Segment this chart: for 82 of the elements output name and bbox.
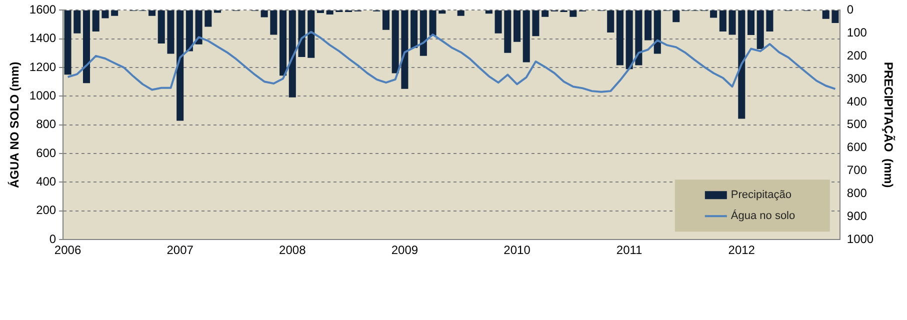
bar xyxy=(316,10,324,13)
bar xyxy=(672,10,680,22)
legend-label: Precipitação xyxy=(730,189,792,202)
y-tick-label: 1000 xyxy=(29,88,56,103)
x-tick-label: 2010 xyxy=(504,243,531,258)
y2-tick-label: 800 xyxy=(846,186,868,200)
bar xyxy=(158,10,165,44)
bar xyxy=(522,10,530,62)
bar xyxy=(504,10,512,53)
bar xyxy=(326,10,334,15)
bar xyxy=(308,10,315,58)
bar xyxy=(111,10,118,16)
bar xyxy=(747,10,755,35)
bar xyxy=(514,10,521,42)
y-tick-label: 1400 xyxy=(29,31,56,46)
bar xyxy=(429,10,436,36)
y-tick-label: 400 xyxy=(36,174,56,189)
x-tick-label: 2012 xyxy=(728,243,756,258)
y2-axis-title: PRECIPITAÇÃO (mm) xyxy=(881,62,896,188)
bar xyxy=(738,10,746,119)
bar xyxy=(167,10,174,54)
bar xyxy=(270,10,278,35)
bar xyxy=(756,10,764,49)
x-tick-label: 2011 xyxy=(616,243,643,258)
bar xyxy=(719,10,726,32)
bar xyxy=(654,10,661,54)
y2-tick-label: 600 xyxy=(846,140,868,154)
bar xyxy=(420,10,427,56)
x-tick-label: 2009 xyxy=(391,243,418,258)
bar xyxy=(92,10,100,32)
y-tick-label: 600 xyxy=(36,146,56,160)
bar xyxy=(832,10,839,24)
y-tick-label: 1600 xyxy=(29,2,56,17)
y2-tick-label: 700 xyxy=(846,163,868,178)
y-tick-label: 1200 xyxy=(29,60,56,74)
y-axis-title: ÁGUA NO SOLO (mm) xyxy=(8,62,22,188)
bar xyxy=(616,10,624,66)
bar xyxy=(74,10,81,34)
bar xyxy=(401,10,408,89)
y2-tick-label: 500 xyxy=(846,117,868,132)
bar xyxy=(532,10,540,36)
bar xyxy=(542,10,549,17)
y-tick-label: 200 xyxy=(36,203,56,218)
x-tick-label: 2007 xyxy=(166,243,194,258)
bar xyxy=(280,10,287,76)
y2-tick-label: 400 xyxy=(846,94,868,108)
bar xyxy=(607,10,614,32)
bar xyxy=(64,10,72,75)
y2-tick-label: 100 xyxy=(846,25,868,40)
bar xyxy=(148,10,156,16)
y-tick-label: 800 xyxy=(36,117,56,132)
bar xyxy=(635,10,642,66)
bar xyxy=(570,10,577,17)
bar xyxy=(176,10,184,121)
bar xyxy=(410,10,418,48)
bar xyxy=(822,10,830,19)
bar xyxy=(288,10,296,98)
bar xyxy=(260,10,268,18)
x-tick-label: 2008 xyxy=(279,243,306,258)
bar xyxy=(766,10,774,32)
y2-tick-label: 300 xyxy=(846,71,868,86)
bar xyxy=(710,10,718,18)
bar xyxy=(298,10,306,57)
y2-tick-label: 900 xyxy=(846,208,868,223)
y2-tick-label: 200 xyxy=(846,48,868,62)
x-tick-label: 2006 xyxy=(54,243,82,258)
bar xyxy=(626,10,633,70)
bar xyxy=(494,10,502,34)
bar xyxy=(102,10,109,18)
y2-tick-label: 1000 xyxy=(846,232,874,246)
bar xyxy=(457,10,464,16)
legend-label: Água no solo xyxy=(730,209,796,222)
bar xyxy=(392,10,399,74)
bar xyxy=(728,10,736,35)
bar xyxy=(382,10,390,30)
bar xyxy=(195,10,202,44)
bar xyxy=(644,10,652,40)
bar xyxy=(82,10,90,84)
y2-tick-label: 0 xyxy=(846,2,854,17)
bar xyxy=(204,10,212,27)
y-tick-label: 0 xyxy=(49,232,56,246)
bar xyxy=(186,10,193,52)
